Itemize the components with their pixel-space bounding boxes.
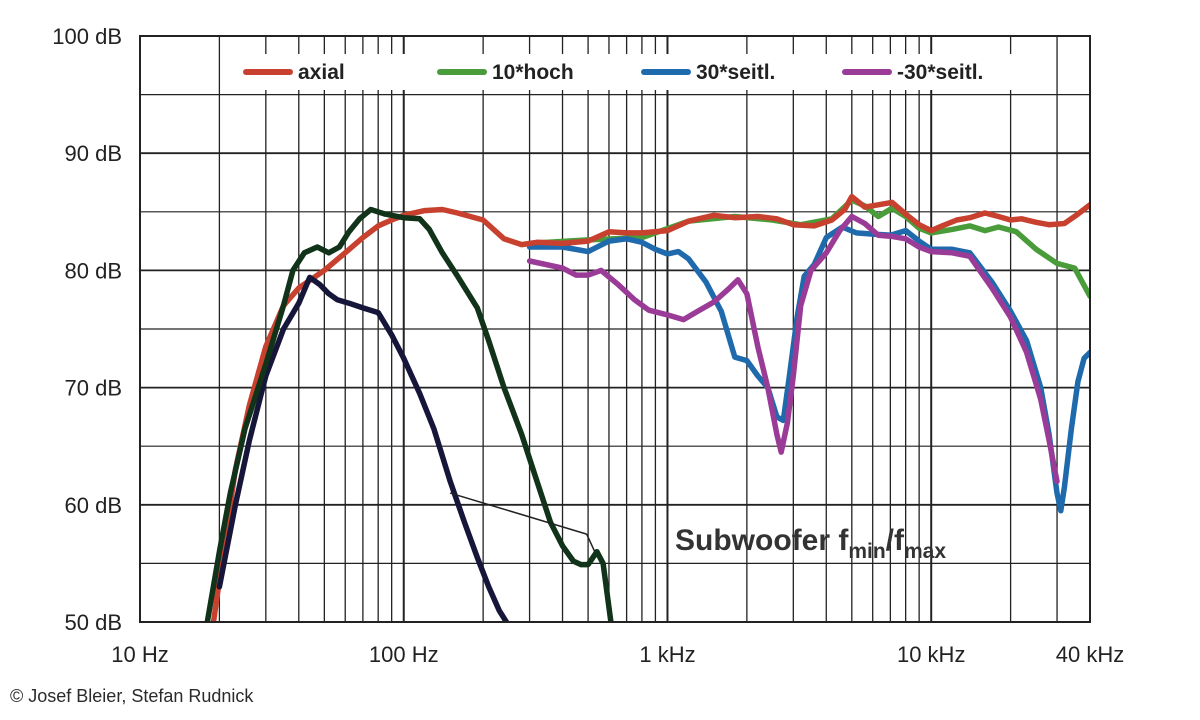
y-tick-label: 100 dB xyxy=(52,24,122,49)
y-tick-label: 90 dB xyxy=(65,141,123,166)
legend-label: 30*seitl. xyxy=(696,61,775,84)
x-tick-label: 1 kHz xyxy=(639,642,695,667)
annotation-sub-max: max xyxy=(904,540,946,563)
annotation-pointer-fmin xyxy=(449,492,587,535)
annotation-pointer-fmax xyxy=(585,533,596,552)
y-tick-label: 60 dB xyxy=(65,493,123,518)
annotation-slash: /f xyxy=(886,524,905,557)
annotation-sub-min: min xyxy=(848,540,885,563)
x-axis-ticks: 10 Hz 100 Hz 1 kHz 10 kHz 40 kHz xyxy=(111,642,1124,667)
x-tick-label: 40 kHz xyxy=(1056,642,1124,667)
legend-label: 10*hoch xyxy=(492,61,574,84)
annotation-main: Subwoofer f xyxy=(675,524,849,557)
legend-label: axial xyxy=(298,61,345,84)
x-tick-label: 10 kHz xyxy=(897,642,965,667)
x-tick-label: 10 Hz xyxy=(111,642,168,667)
series-line-subwoofer-fmin xyxy=(216,274,510,622)
series-group xyxy=(204,193,1090,622)
series-line-subwoofer-fmax xyxy=(204,206,614,622)
subwoofer-annotation: Subwoofer fmin/fmax xyxy=(449,492,946,563)
legend: axial 10*hoch 30*seitl. -30*seitl. xyxy=(228,54,1048,90)
plot-frame xyxy=(139,35,1091,623)
copyright-notice: © Josef Bleier, Stefan Rudnick xyxy=(10,686,254,706)
legend-background xyxy=(228,54,1048,90)
y-tick-label: 50 dB xyxy=(65,610,123,635)
series-line-30-seitl xyxy=(526,213,1060,485)
legend-label: -30*seitl. xyxy=(897,61,983,84)
y-tick-label: 70 dB xyxy=(65,376,123,401)
y-tick-label: 80 dB xyxy=(65,258,123,283)
series-line-axial xyxy=(210,193,1090,622)
y-axis-ticks: 50 dB 60 dB 70 dB 80 dB 90 dB 100 dB xyxy=(52,24,122,635)
x-tick-label: 100 Hz xyxy=(369,642,439,667)
annotation-label: Subwoofer fmin/fmax xyxy=(675,524,946,563)
